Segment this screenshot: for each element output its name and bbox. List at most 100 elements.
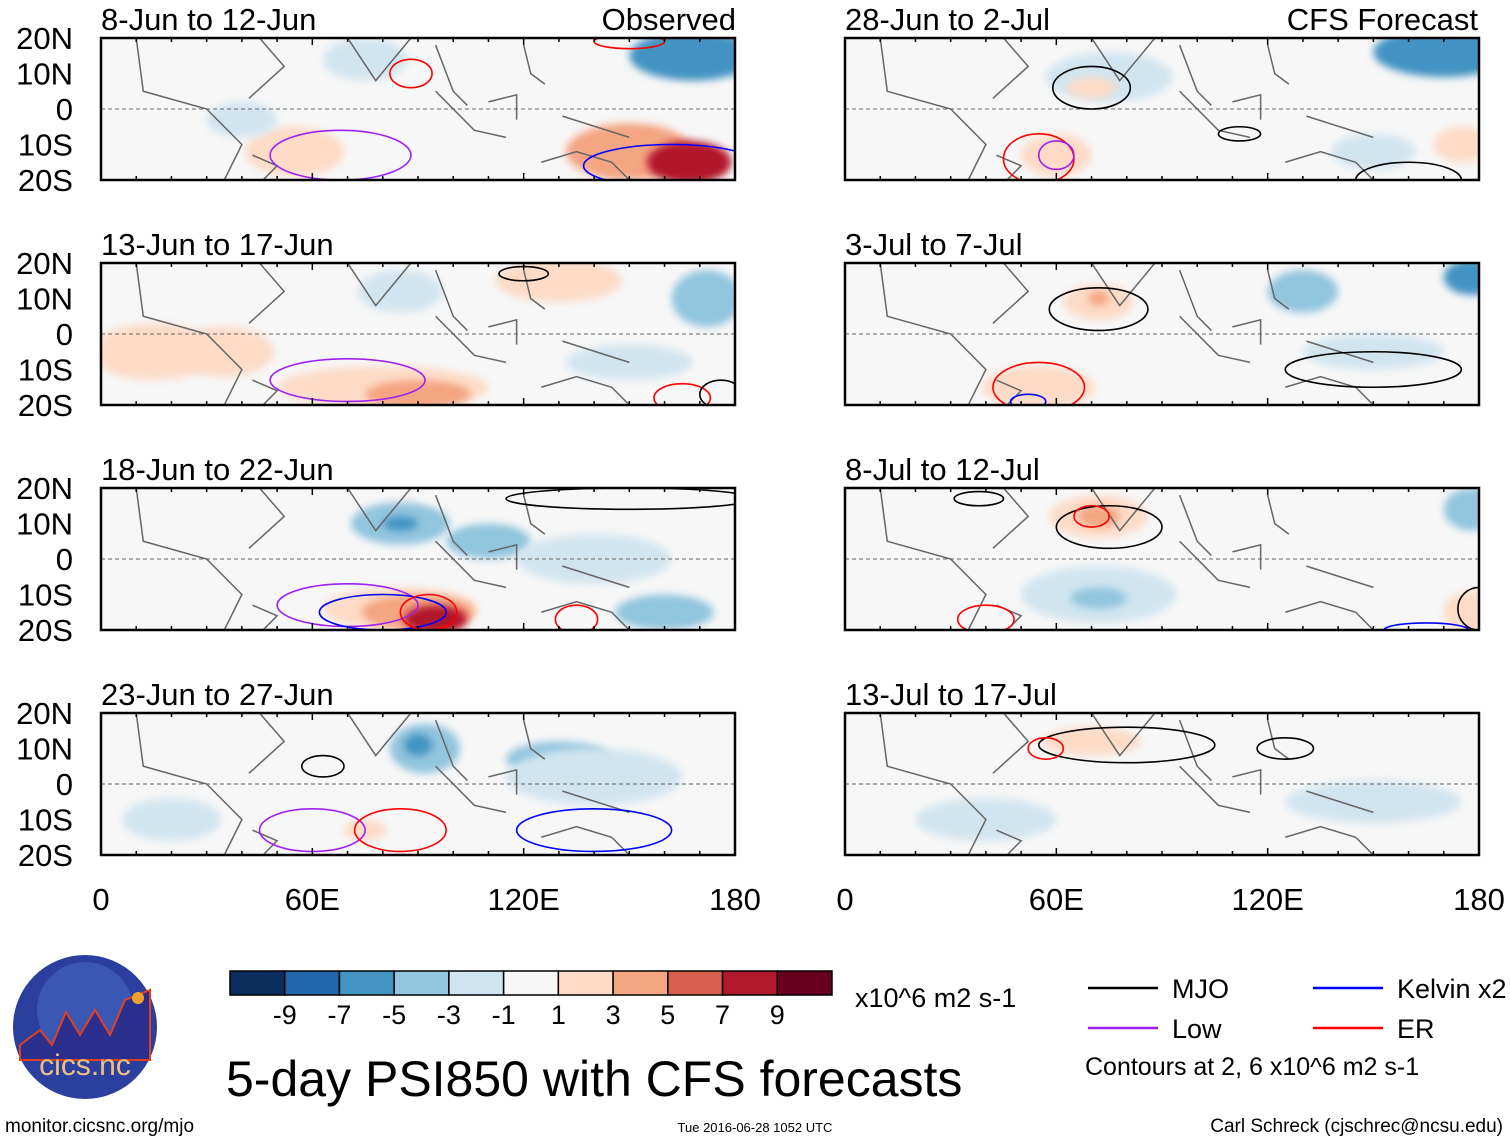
colorbar-units: x10^6 m2 s-1	[855, 983, 1016, 1013]
mjo-contour	[1354, 161, 1463, 180]
colorbar-tick-label: 3	[606, 1000, 621, 1030]
anomaly-shading	[1443, 263, 1479, 295]
colorbar-swatch	[721, 970, 779, 996]
anomaly-shading	[926, 594, 1011, 630]
colorbar-tick-label: -5	[382, 1000, 406, 1030]
lat-label: 0	[56, 767, 73, 802]
anomaly-shading	[1066, 77, 1117, 99]
map-panel: 18-Jun to 22-Jun	[99, 452, 737, 632]
lat-label: 10S	[18, 803, 73, 838]
panel-title: 23-Jun to 27-Jun	[101, 677, 334, 712]
anomaly-shading	[1077, 505, 1120, 528]
map-panel: 3-Jul to 7-Jul	[843, 227, 1481, 407]
footer-url: monitor.cicsnc.org/mjo	[5, 1116, 194, 1137]
anomaly-shading	[915, 748, 1022, 799]
anomaly-shading	[1373, 38, 1479, 78]
lat-label: 0	[56, 92, 73, 127]
er-contour	[1027, 737, 1065, 760]
mjo-contour	[953, 490, 1005, 507]
footer-author: Carl Schreck (cjschrec@ncsu.edu)	[1210, 1116, 1503, 1137]
er-contour	[389, 58, 433, 89]
lon-label: 180	[709, 882, 761, 917]
lat-label: 20S	[18, 388, 73, 423]
legend-label: MJO	[1172, 974, 1229, 1004]
mjo-contour	[1217, 125, 1262, 142]
panel-title: 3-Jul to 7-Jul	[845, 227, 1022, 262]
colorbar-tick-label: -1	[492, 1000, 516, 1030]
panel-title: 13-Jun to 17-Jun	[101, 227, 334, 262]
kelvin-contour	[1009, 393, 1047, 405]
panel-title: 13-Jul to 17-Jul	[845, 677, 1057, 712]
mjo-contour	[1284, 350, 1463, 389]
legend-label: Low	[1172, 1014, 1222, 1044]
anomaly-shading	[245, 126, 345, 177]
svg-text:cics.nc: cics.nc	[39, 1049, 131, 1082]
anomaly-shading	[1042, 727, 1141, 756]
lon-label: 0	[836, 882, 853, 917]
mjo-contour	[1037, 726, 1216, 764]
mjo-contour	[300, 754, 345, 778]
anomaly-shading	[1021, 133, 1092, 177]
panel-title: 8-Jul to 12-Jul	[845, 452, 1040, 487]
map-panel: 8-Jun to 12-Jun	[99, 2, 737, 182]
anomaly-shading	[1267, 270, 1339, 313]
anomaly-shading	[284, 748, 341, 784]
lat-label: 20N	[16, 696, 73, 731]
panel-title: 8-Jun to 12-Jun	[101, 2, 316, 37]
map-panel: 23-Jun to 27-Jun	[99, 677, 737, 857]
er-contour	[353, 808, 447, 853]
lon-label: 120E	[487, 882, 559, 917]
er-contour	[956, 604, 1015, 630]
colorbar: -9 -7 -5 -3 -1 1 3 5 7 9	[229, 970, 833, 1030]
map-panel: 13-Jul to 17-Jul	[843, 677, 1481, 857]
anomaly-shading	[446, 523, 531, 559]
lon-label: 180	[1453, 882, 1505, 917]
er-contour	[992, 361, 1086, 405]
observed-label: Observed	[602, 2, 736, 37]
anomaly-shading	[365, 380, 471, 405]
anomaly-shading	[1331, 133, 1416, 170]
colorbar-swatch	[393, 970, 450, 996]
kelvin-contour	[1383, 622, 1470, 630]
colorbar-tick-label: -9	[273, 1000, 297, 1030]
forecast-label: CFS Forecast	[1287, 2, 1479, 37]
map-panel: 8-Jul to 12-Jul	[843, 452, 1481, 632]
lon-label: 60E	[1029, 882, 1084, 917]
lat-label: 20N	[16, 246, 73, 281]
kelvin-contour	[582, 143, 735, 180]
low-contour	[1037, 140, 1075, 171]
lat-label: 10N	[16, 507, 73, 542]
colorbar-tick-label: -7	[327, 1000, 351, 1030]
colorbar-tick-label: 9	[770, 1000, 785, 1030]
colorbar-tick-label: 5	[660, 1000, 675, 1030]
anomaly-shading	[206, 101, 278, 138]
cics-logo: cics.nc	[13, 955, 157, 1099]
anomaly-shading	[671, 270, 735, 327]
lat-label: 10S	[18, 128, 73, 163]
colorbar-swatch	[229, 970, 286, 996]
anomaly-shading	[382, 516, 418, 531]
mjo-contour	[698, 379, 735, 405]
lon-label: 0	[92, 882, 109, 917]
colorbar-swatch	[448, 970, 505, 996]
colorbar-tick-label: 7	[715, 1000, 730, 1030]
lat-label: 10N	[16, 732, 73, 767]
anomaly-shading	[1088, 291, 1110, 306]
lat-label: 20S	[18, 163, 73, 198]
legend-label: ER	[1397, 1014, 1435, 1044]
anomaly-shading	[506, 748, 683, 806]
colorbar-tick-label: 1	[551, 1000, 566, 1030]
mjo-contour	[1048, 287, 1149, 332]
lat-label: 10S	[18, 353, 73, 388]
kelvin-contour	[318, 593, 447, 630]
lon-label: 60E	[285, 882, 340, 917]
anomaly-shading	[1443, 488, 1479, 531]
anomaly-shading	[322, 38, 408, 81]
lat-label: 20S	[18, 613, 73, 648]
anomaly-shading	[403, 605, 468, 630]
mjo-contour	[505, 488, 735, 511]
map-panel: 28-Jun to 2-Jul	[843, 2, 1481, 182]
anomaly-shading	[982, 365, 1096, 405]
legend-note: Contours at 2, 6 x10^6 m2 s-1	[1085, 1053, 1419, 1081]
